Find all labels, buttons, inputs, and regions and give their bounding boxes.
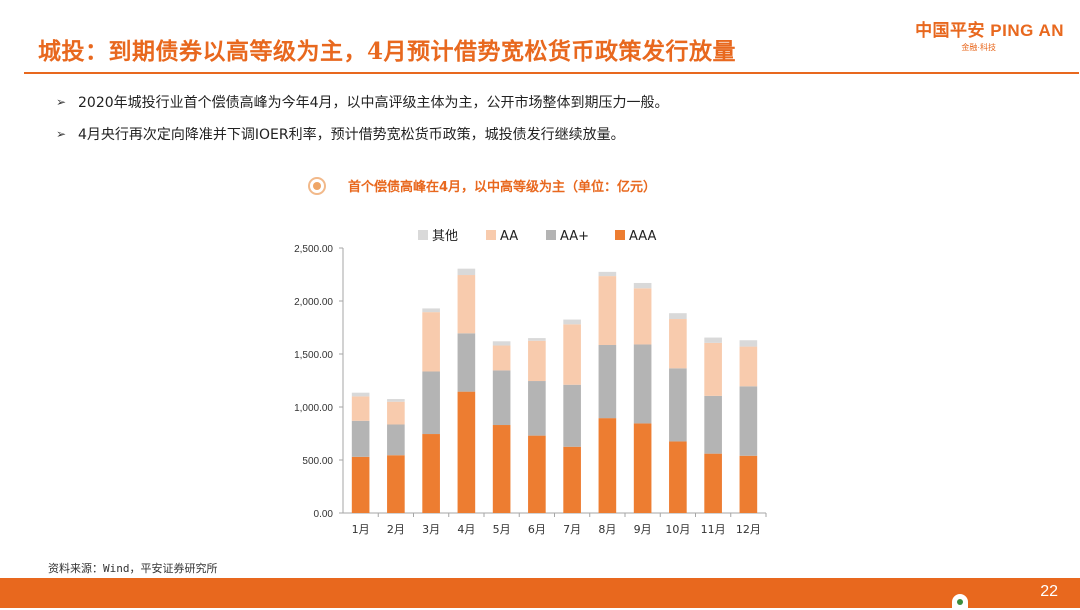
bullet-item: ➢ 4月央行再次定向降准并下调IOER利率，预计借势宽松货币政策，城投债发行继续… xyxy=(56,118,669,150)
bar-segment-其他 xyxy=(528,338,546,341)
footer-emblem-icon xyxy=(952,594,968,610)
bar-segment-AA xyxy=(633,288,652,345)
y-tick-label: 1,000.00 xyxy=(294,403,333,414)
y-tick-label: 500.00 xyxy=(302,456,333,467)
x-tick-label: 7月 xyxy=(563,523,581,536)
bar-segment-AAA xyxy=(422,434,440,513)
bar-segment-AAA xyxy=(739,455,758,513)
bar-segment-AAA xyxy=(387,455,405,513)
x-tick-label: 1月 xyxy=(352,523,370,536)
legend-label: AA+ xyxy=(560,229,589,244)
x-tick-label: 2月 xyxy=(387,523,405,536)
bar-segment-AA xyxy=(704,342,722,396)
x-tick-label: 5月 xyxy=(493,523,511,536)
bar-segment-AA+ xyxy=(528,381,546,436)
bar-segment-AA xyxy=(387,401,405,425)
legend-label: 其他 xyxy=(432,229,458,244)
page-title: 城投：到期债券以高等级为主，4月预计借势宽松货币政策发行放量 xyxy=(38,38,737,65)
bar-segment-AA xyxy=(563,324,581,385)
bar-segment-其他 xyxy=(633,282,652,289)
bar-segment-其他 xyxy=(422,308,440,313)
bar-segment-AAA xyxy=(598,418,617,513)
x-tick-label: 3月 xyxy=(422,523,440,536)
legend-label: AAA xyxy=(629,229,657,244)
bullet-text: 4月央行再次定向降准并下调IOER利率，预计借势宽松货币政策，城投债发行继续放量… xyxy=(78,127,625,143)
bar-segment-AA xyxy=(351,396,370,421)
y-tick-label: 2,000.00 xyxy=(294,297,333,308)
bar-segment-AA+ xyxy=(457,333,476,392)
bar-segment-AA xyxy=(669,319,687,369)
logo-text: 中国平安 PING AN xyxy=(915,21,1064,40)
brand-logo: 中国平安 PING AN 金融·科技 xyxy=(915,16,1064,53)
bar-segment-AA xyxy=(528,340,546,382)
bar-segment-其他 xyxy=(351,392,370,397)
bar-segment-AA+ xyxy=(598,344,617,419)
bar-segment-AA+ xyxy=(422,371,440,435)
chart-title: 首个偿债高峰在4月，以中高等级为主（单位：亿元） xyxy=(348,180,657,195)
x-tick-label: 4月 xyxy=(457,523,475,536)
stacked-bar-chart: 0.00 500.00 1,000.00 1,500.00 2,000.00 2,500.… xyxy=(294,229,767,536)
bullet-item: ➢ 2020年城投行业首个偿债高峰为今年4月，以中高评级主体为主，公开市场整体到… xyxy=(56,86,669,118)
chart-heading: 首个偿债高峰在4月，以中高等级为主（单位：亿元） xyxy=(308,176,656,195)
bar-segment-其他 xyxy=(387,399,405,402)
legend-swatch xyxy=(486,230,496,240)
bar-segment-AA+ xyxy=(669,368,687,442)
target-icon xyxy=(308,176,326,195)
bar-segment-AAA xyxy=(704,453,722,513)
x-tick-label: 6月 xyxy=(528,523,546,536)
bar-segment-AA xyxy=(492,345,511,371)
footer-bar: 22 xyxy=(0,578,1080,610)
bar-segment-AAA xyxy=(492,425,511,513)
bar-segment-AA xyxy=(457,275,476,334)
x-tick-label: 8月 xyxy=(598,523,616,536)
bar-segment-其他 xyxy=(457,268,476,276)
bar-segment-AA+ xyxy=(704,395,722,454)
title-divider xyxy=(24,72,1079,74)
bar-segment-AA+ xyxy=(563,384,581,447)
bar-segment-AA+ xyxy=(351,420,370,457)
bar-segment-AA xyxy=(598,276,617,345)
legend-swatch xyxy=(615,230,625,240)
bullet-list: ➢ 2020年城投行业首个偿债高峰为今年4月，以中高评级主体为主，公开市场整体到… xyxy=(56,86,669,150)
bar-segment-AA+ xyxy=(492,370,511,426)
source-note: 资料来源：Wind，平安证券研究所 xyxy=(48,562,218,575)
bar-segment-AA xyxy=(422,312,440,372)
x-tick-label: 11月 xyxy=(701,523,726,536)
legend-swatch xyxy=(546,230,556,240)
bar-segment-其他 xyxy=(492,341,511,346)
bar-segment-AAA xyxy=(457,391,476,513)
bar-segment-其他 xyxy=(563,319,581,325)
legend-swatch xyxy=(418,230,428,240)
bar-segment-AA+ xyxy=(739,386,758,456)
bar-segment-其他 xyxy=(598,271,617,277)
bullet-text: 2020年城投行业首个偿债高峰为今年4月，以中高评级主体为主，公开市场整体到期压… xyxy=(78,95,669,111)
y-tick-label: 2,500.00 xyxy=(294,244,333,255)
bar-segment-AA+ xyxy=(387,424,405,456)
bar-segment-AA+ xyxy=(633,344,652,424)
legend-label: AA xyxy=(500,229,518,244)
x-tick-label: 10月 xyxy=(665,523,690,536)
bar-segment-AAA xyxy=(563,446,581,513)
arrow-bullet-icon: ➢ xyxy=(56,95,67,109)
arrow-bullet-icon: ➢ xyxy=(56,127,67,141)
bar-segment-AAA xyxy=(351,456,370,513)
bar-segment-其他 xyxy=(739,340,758,347)
bar-segment-其他 xyxy=(704,337,722,343)
y-tick-label: 1,500.00 xyxy=(294,350,333,361)
x-tick-label: 12月 xyxy=(736,523,761,536)
bar-segment-AAA xyxy=(528,435,546,513)
y-tick-label: 0.00 xyxy=(314,509,334,520)
logo-subtext: 金融·科技 xyxy=(961,43,996,52)
page-number: 22 xyxy=(1040,583,1058,600)
bar-segment-AAA xyxy=(633,423,652,513)
bar-segment-其他 xyxy=(669,313,687,320)
bar-segment-AAA xyxy=(669,441,687,513)
x-tick-label: 9月 xyxy=(634,523,652,536)
bar-segment-AA xyxy=(739,346,758,387)
